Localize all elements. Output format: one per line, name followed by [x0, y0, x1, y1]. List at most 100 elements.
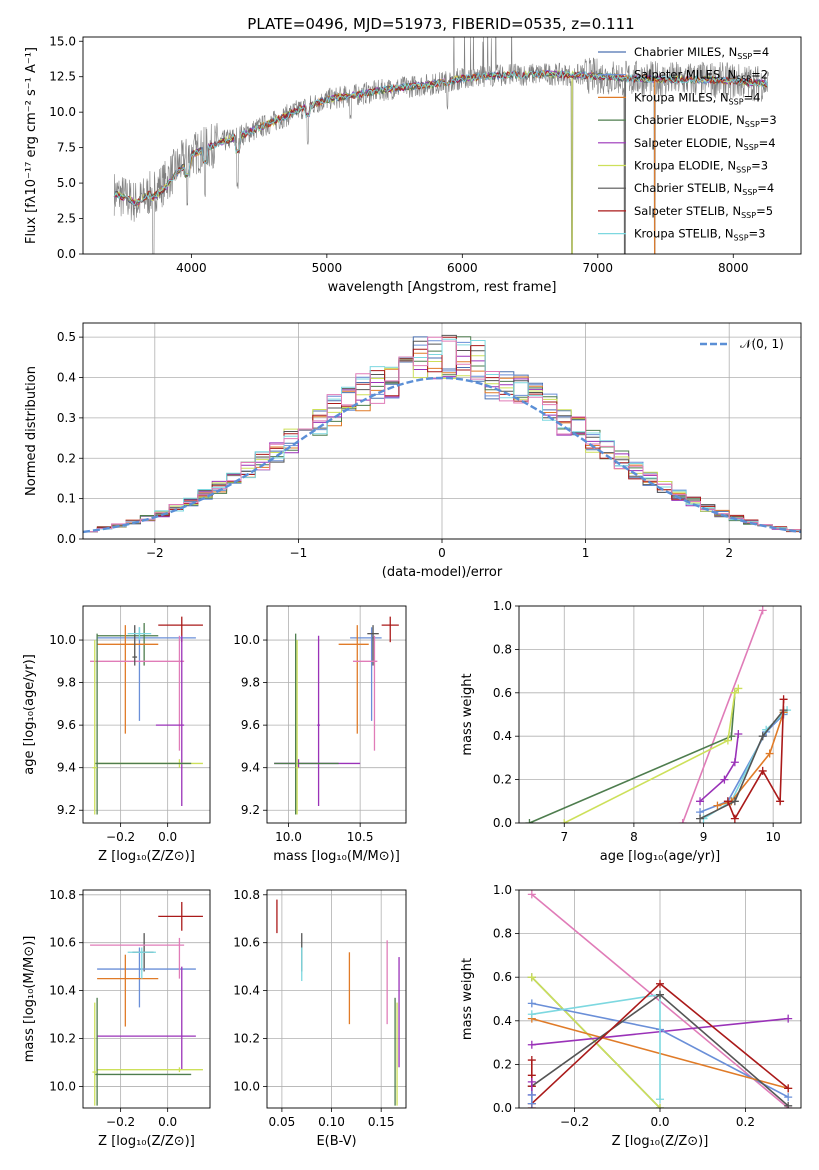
y-tick-label: 10.0 — [233, 633, 260, 647]
legend-label: Salpeter STELIB, NSSP=5 — [634, 204, 773, 220]
legend-label: 𝒩(0, 1) — [740, 337, 784, 351]
plot-area — [113, 37, 769, 254]
plus-marker — [696, 797, 705, 806]
x-tick-label: 6000 — [447, 261, 478, 275]
legend-subscript: SSP — [741, 211, 756, 220]
series-path — [717, 712, 785, 807]
y-tick-label: 0.2 — [493, 773, 512, 787]
plus-marker — [527, 1090, 536, 1099]
errorbar-point — [381, 616, 399, 643]
series-line — [527, 1090, 536, 1108]
y-tick-label: 10.8 — [49, 888, 76, 902]
x-axis-label: mass [log₁₀(M/M⊙)] — [273, 849, 400, 864]
y-tick-label: 0.6 — [493, 970, 512, 984]
errorbar-point — [90, 937, 185, 979]
plus-marker — [527, 1099, 536, 1108]
plus-marker — [776, 797, 785, 806]
legend-text: Chabrier STELIB, N — [634, 181, 742, 195]
x-tick-label: −0.2 — [106, 1115, 135, 1129]
x-tick-label: 8000 — [718, 261, 749, 275]
plus-marker — [713, 801, 722, 810]
y-tick-label: 7.5 — [57, 141, 76, 155]
y-tick-label: 0.0 — [57, 532, 76, 546]
x-tick-label: 4000 — [176, 261, 207, 275]
errorbar-point — [90, 635, 185, 751]
errorbar-point — [127, 627, 152, 641]
legend-subscript: SSP — [736, 166, 751, 175]
series-line — [678, 606, 767, 823]
model-spectrum-line — [113, 69, 769, 205]
plus-marker — [758, 766, 767, 775]
x-axis-label: wavelength [Angstrom, rest frame] — [328, 280, 557, 295]
y-tick-label: 0.1 — [57, 492, 76, 506]
x-tick-label: −2 — [146, 546, 164, 560]
plus-marker — [696, 814, 705, 823]
x-tick-label: 5000 — [312, 261, 343, 275]
plus-marker — [765, 749, 774, 758]
panel-age_vs_Z: −0.2 0.0 9.2 9.4 9.6 9.8 10.0 Z [log₁₀(Z/Z⊙)] ag… — [22, 605, 211, 864]
y-axis-label: mass weight — [460, 958, 475, 1040]
x-axis-label: Z [log₁₀(Z/Z⊙)] — [612, 1134, 709, 1149]
x-tick-label: 1 — [582, 546, 590, 560]
legend-subscript: SSP — [729, 97, 744, 106]
y-tick-label: 9.8 — [57, 676, 76, 690]
plot-area — [90, 901, 203, 1106]
errorbar-point — [127, 947, 156, 979]
x-tick-label: 10.0 — [275, 830, 302, 844]
errorbar-point — [338, 625, 369, 734]
legend-text: Salpeter MILES, N — [634, 68, 736, 82]
legend-count: =3 — [760, 113, 777, 127]
plus-marker — [527, 1056, 536, 1065]
y-tick-label: 10.4 — [233, 984, 260, 998]
x-tick-label: 0.0 — [158, 1115, 177, 1129]
y-tick-label: 1.0 — [493, 883, 512, 897]
y-tick-label: 0.0 — [57, 247, 76, 261]
y-tick-label: 15.0 — [49, 34, 76, 48]
plus-marker — [730, 814, 739, 823]
plus-marker — [527, 1077, 536, 1086]
plus-marker — [723, 797, 732, 806]
y-tick-label: 0.5 — [57, 330, 76, 344]
y-tick-label: 0.8 — [493, 642, 512, 656]
plus-marker — [656, 990, 664, 999]
y-tick-label: 10.2 — [49, 1032, 76, 1046]
axes-frame — [518, 605, 802, 824]
y-tick-label: 9.4 — [241, 761, 260, 775]
x-tick-label: 0.2 — [736, 1115, 755, 1129]
y-axis-label: mass [log₁₀(M/M⊙)] — [22, 936, 37, 1063]
y-axis-label: age [log₁₀(age/yr)] — [22, 654, 37, 775]
axes-frame — [82, 322, 802, 540]
plus-marker — [656, 979, 664, 988]
y-tick-label: 0.0 — [493, 1101, 512, 1115]
series-line — [696, 730, 743, 806]
x-axis-label: (data-model)/error — [382, 565, 503, 580]
legend-subscript: SSP — [736, 75, 751, 84]
y-tick-label: 0.3 — [57, 411, 76, 425]
plus-marker — [527, 890, 536, 899]
x-tick-label: −0.2 — [106, 830, 135, 844]
plot-area — [527, 890, 793, 1108]
y-tick-label: 9.8 — [241, 676, 260, 690]
y-tick-label: 0.2 — [57, 451, 76, 465]
y-tick-label: 9.2 — [57, 803, 76, 817]
histogram-step-line — [83, 338, 801, 533]
y-tick-label: 10.0 — [49, 1079, 76, 1093]
y-axis-label: Flux [fλ10⁻¹⁷ erg cm⁻² s⁻¹ A⁻¹] — [24, 47, 39, 244]
legend-text: Kroupa MILES, N — [634, 90, 729, 104]
panel-massweight_vs_Z: −0.2 0.0 0.2 0.0 0.2 0.4 0.6 0.8 1.0 Z [log₁₀(Z/Z… — [460, 883, 802, 1149]
normal-distribution-curve — [83, 376, 801, 534]
plot-area — [276, 899, 400, 1106]
axes-frame — [266, 889, 407, 1109]
plus-marker — [527, 973, 536, 982]
legend-count: =2 — [751, 68, 768, 82]
axes-frame — [82, 889, 211, 1109]
errorbar-point — [94, 633, 192, 815]
errorbar-point — [155, 635, 185, 806]
plus-marker — [527, 1040, 536, 1049]
x-tick-label: 7 — [560, 830, 568, 844]
y-axis-label: Normed distribution — [24, 366, 39, 496]
series-line — [560, 684, 743, 823]
grid — [267, 890, 406, 1108]
